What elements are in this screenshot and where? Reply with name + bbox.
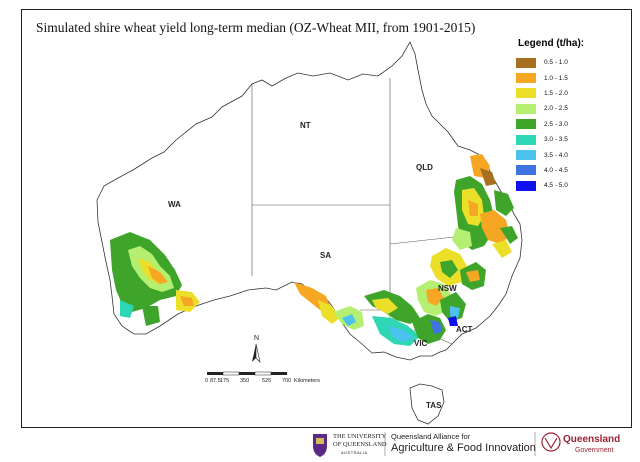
legend-label: 0.5 - 1.0: [544, 59, 568, 67]
qld-gov-line2: Government: [575, 447, 614, 454]
footer-logos: THE UNIVERSITY OF QUEENSLAND AUSTRALIA Q…: [305, 428, 635, 460]
legend-label: 1.0 - 1.5: [544, 74, 568, 82]
scale-tick-4: 525: [262, 378, 271, 384]
legend-item: 3.0 - 3.5: [516, 132, 628, 147]
label-nsw: NSW: [438, 284, 457, 293]
uq-name-line2: OF QUEENSLAND: [333, 441, 387, 448]
legend-label: 3.0 - 3.5: [544, 136, 568, 144]
legend-label: 2.0 - 2.5: [544, 105, 568, 113]
uq-crest-icon: [313, 432, 561, 457]
legend-swatch: [516, 134, 536, 145]
scale-tick-3: 350: [240, 378, 249, 384]
qld-gov-line1: Queensland: [563, 434, 621, 445]
legend-item: 2.0 - 2.5: [516, 101, 628, 116]
legend-swatch: [516, 88, 536, 99]
label-vic: VIC: [414, 339, 428, 348]
mainland-outline: [96, 41, 523, 361]
wa-wheat-belt: [110, 232, 200, 326]
north-arrow-icon: N: [252, 335, 261, 363]
legend-swatch: [516, 73, 536, 84]
legend-swatch: [516, 180, 536, 191]
legend-swatch: [516, 165, 536, 176]
svg-text:N: N: [254, 335, 259, 342]
southeast-wheat-belt: [294, 248, 486, 346]
label-wa: WA: [168, 200, 181, 209]
scale-tick-2: 175: [220, 378, 229, 384]
scale-tick-0: 0: [205, 378, 208, 384]
label-qld: QLD: [416, 163, 433, 172]
legend-label: 2.5 - 3.0: [544, 120, 568, 128]
tasmania-outline: [409, 383, 445, 425]
legend-item: 1.5 - 2.0: [516, 86, 628, 101]
legend: Legend (t/ha): 0.5 - 1.0 1.0 - 1.5 1.5 - 2…: [516, 38, 628, 194]
legend-title: Legend (t/ha):: [518, 38, 585, 49]
label-act: ACT: [456, 325, 473, 334]
qld-wheat-belt: [452, 154, 518, 258]
scale-unit: Kilometers: [294, 378, 320, 384]
uq-name-line1: THE UNIVERSITY: [333, 433, 387, 440]
label-nt: NT: [300, 121, 311, 130]
label-tas: TAS: [426, 401, 442, 410]
legend-swatch: [516, 57, 536, 68]
map-title: Simulated shire wheat yield long-term me…: [36, 20, 476, 35]
uq-name-line3: AUSTRALIA: [341, 450, 368, 455]
qaafi-line1: Queensland Alliance for: [391, 432, 471, 441]
legend-item: 1.0 - 1.5: [516, 70, 628, 85]
scale-bar: 0 87.5 175 350 525 700 Kilometers: [205, 371, 320, 384]
scale-tick-1: 87.5: [210, 378, 221, 384]
legend-item: 4.0 - 4.5: [516, 163, 628, 178]
qaafi-line2: Agriculture & Food Innovation: [391, 442, 536, 454]
legend-item: 4.5 - 5.0: [516, 178, 628, 193]
legend-label: 1.5 - 2.0: [544, 89, 568, 97]
legend-swatch: [516, 103, 536, 114]
scale-tick-5: 700: [282, 378, 291, 384]
qld-government-crest-icon: [541, 432, 561, 452]
legend-item: 3.5 - 4.0: [516, 147, 628, 162]
legend-label: 3.5 - 4.0: [544, 151, 568, 159]
legend-label: 4.5 - 5.0: [544, 182, 568, 190]
legend-item: 2.5 - 3.0: [516, 117, 628, 132]
legend-label: 4.0 - 4.5: [544, 166, 568, 174]
legend-item: 0.5 - 1.0: [516, 55, 628, 70]
legend-swatch: [516, 119, 536, 130]
legend-swatch: [516, 150, 536, 161]
label-sa: SA: [320, 251, 331, 260]
